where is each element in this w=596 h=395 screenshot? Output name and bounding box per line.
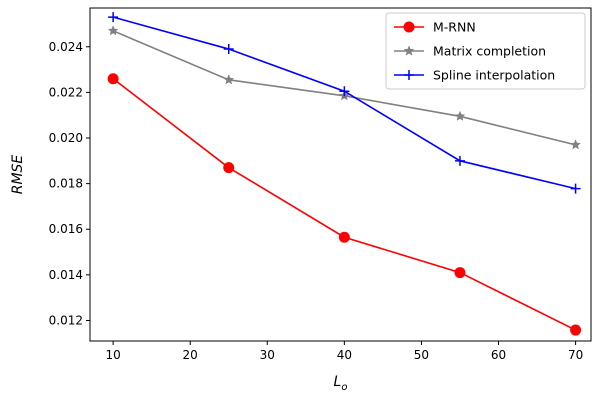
data-point (108, 12, 119, 23)
data-point (223, 74, 235, 85)
y-tick-label: 0.022 (49, 85, 83, 99)
x-axis-label: Lo (334, 374, 348, 393)
data-point (223, 162, 235, 174)
x-tick-label: 40 (337, 348, 352, 362)
series-2 (108, 12, 581, 194)
x-axis-label-subscript: o (341, 382, 347, 393)
data-point (107, 25, 119, 36)
x-axis-label-main: L (334, 374, 342, 390)
y-tick-label: 0.020 (49, 131, 83, 145)
legend-marker (404, 70, 414, 80)
plot-frame (89, 7, 592, 342)
y-tick-label: 0.014 (49, 268, 83, 282)
legend-label: M-RNN (433, 20, 476, 35)
legend-item: M-RNN (394, 20, 476, 35)
data-point (454, 267, 466, 279)
data-point (570, 324, 582, 336)
x-tick-label: 50 (414, 348, 429, 362)
y-tick-label: 0.016 (49, 222, 83, 236)
x-tick-label: 10 (105, 348, 120, 362)
data-point (570, 139, 581, 150)
legend-item: Matrix completion (394, 44, 546, 59)
x-tick-label: 30 (260, 348, 275, 362)
y-tick-label: 0.018 (49, 177, 83, 191)
legend-marker (403, 45, 415, 56)
legend-item: Spline interpolation (394, 68, 555, 83)
x-tick-label: 60 (491, 348, 506, 362)
data-point (454, 155, 465, 166)
legend: M-RNN Matrix completion Spline interpolati… (385, 12, 586, 90)
data-point (454, 110, 466, 121)
x-tick-label: 20 (183, 348, 198, 362)
legend-label: Matrix completion (433, 44, 546, 59)
y-tick-label: 0.024 (49, 40, 83, 54)
data-point (107, 73, 119, 85)
legend-label: Spline interpolation (433, 68, 555, 83)
x-axis-ticks: 10 20 30 40 50 60 70 (105, 341, 583, 362)
y-axis-label: RMSE (10, 155, 26, 195)
y-tick-label: 0.012 (49, 313, 83, 327)
data-point (570, 183, 581, 194)
data-point (223, 44, 234, 55)
plot-layer (107, 12, 582, 336)
data-point (339, 86, 350, 97)
series-0 (107, 73, 582, 336)
legend-box (385, 12, 586, 90)
series-line (112, 78, 576, 331)
data-point (338, 231, 350, 243)
x-tick-label: 70 (568, 348, 583, 362)
y-axis-ticks: 0.012 0.014 0.016 0.018 0.020 0.022 0.024 (49, 40, 90, 327)
legend-marker (403, 21, 415, 33)
